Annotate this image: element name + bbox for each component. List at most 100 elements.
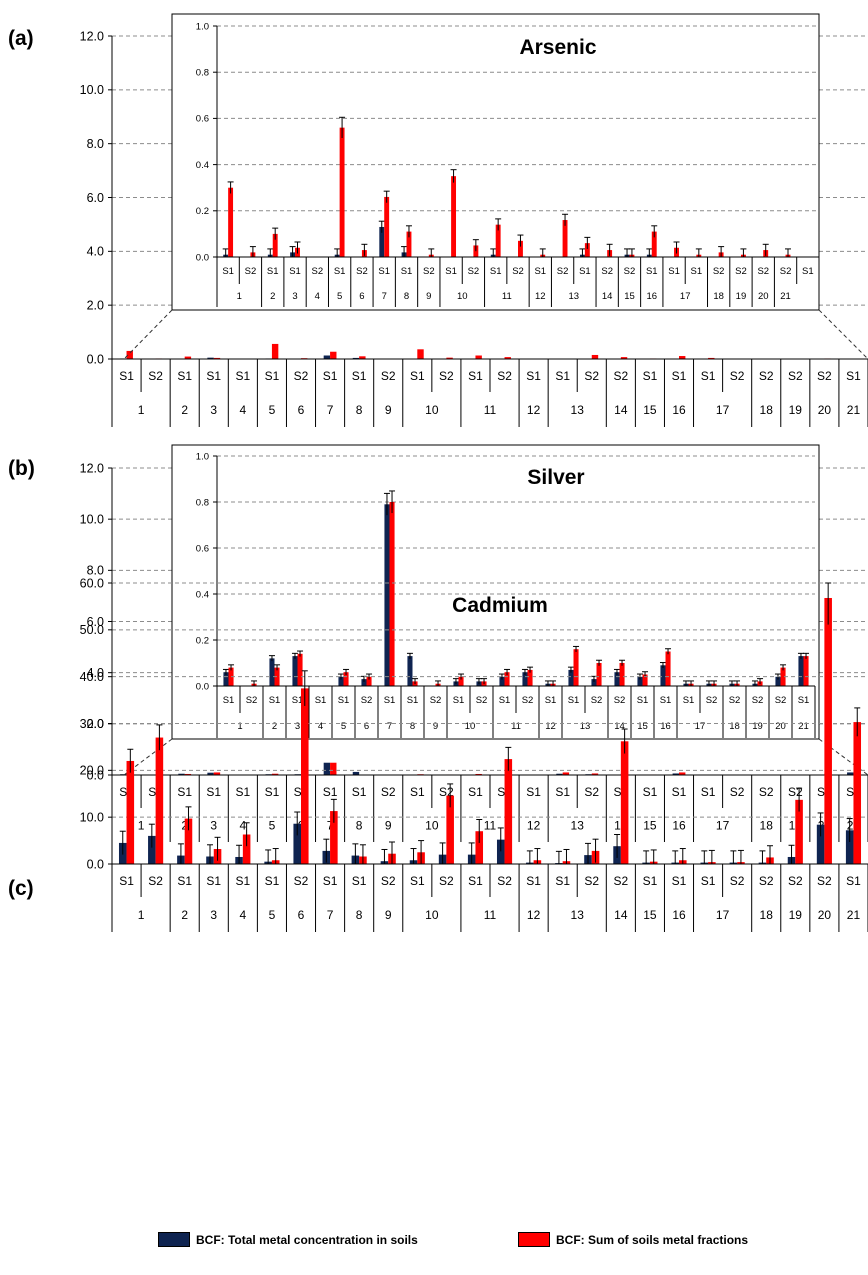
bar-fractions [562,220,568,257]
bar-fractions [330,351,337,359]
group-label: 3 [295,721,300,732]
group-label: 4 [315,291,320,302]
group-label: 12 [527,908,541,922]
group-label: 21 [847,908,861,922]
group-label: 10 [425,819,439,833]
category-label: S2 [512,266,524,277]
y-tick-label: 4.0 [87,666,104,680]
bar-fractions [651,231,657,257]
bar-fractions [184,773,192,775]
bar-fractions [591,354,599,359]
group-label: 9 [426,291,431,302]
category-label: S1 [315,695,327,706]
group-label: 16 [672,403,686,417]
bar-total [293,823,301,864]
group-label: 3 [210,819,217,833]
bar-total [323,355,331,359]
group-label: 13 [568,291,579,302]
category-label: S2 [788,369,803,383]
category-label: S1 [568,695,580,706]
y-tick-label: 10.0 [80,811,104,825]
group-label: 12 [527,819,541,833]
category-label: S1 [701,785,716,799]
category-label: S1 [545,695,557,706]
bar-fractions [527,669,533,686]
bar-fractions [271,343,279,359]
zoom-connector [123,309,173,360]
y-tick-label: 2.0 [87,299,104,313]
group-label: 15 [643,403,657,417]
bar-fractions [184,356,192,359]
group-label: 7 [382,291,387,302]
bar-fractions [795,799,803,864]
bar-fractions [475,773,482,775]
bar-total [207,357,214,359]
y-tick-label: 50.0 [80,623,104,637]
category-label: S1 [643,785,658,799]
bar-fractions [301,688,309,864]
category-label: S1 [468,874,483,888]
group-label: 12 [535,291,546,302]
group-label: 8 [404,291,409,302]
bar-fractions [665,651,671,686]
category-label: S2 [757,266,769,277]
y-tick-label: 20.0 [80,764,104,778]
y-tick-label: 0.6 [196,543,209,554]
y-tick-label: 1.0 [196,21,209,32]
group-label: 18 [760,819,774,833]
bar-total [816,824,825,864]
bar-fractions [679,356,686,359]
group-label: 4 [240,908,247,922]
category-label: S1 [323,874,338,888]
category-label: S1 [236,874,251,888]
category-label: S2 [584,369,599,383]
category-label: S1 [378,266,390,277]
group-label: 8 [410,721,415,732]
category-label: S2 [817,369,832,383]
group-label: 13 [571,908,585,922]
group-label: 13 [571,403,585,417]
category-label: S1 [269,695,281,706]
bar-fractions [359,356,366,359]
category-label: S2 [497,369,512,383]
category-label: S2 [775,695,787,706]
category-label: S2 [614,874,629,888]
bar-fractions [518,240,523,257]
y-tick-label: 10.0 [80,83,104,97]
y-tick-label: 8.0 [87,564,104,578]
group-label: 15 [643,819,657,833]
bar-fractions [446,795,454,864]
category-label: S1 [445,266,457,277]
y-tick-label: 12.0 [80,461,104,475]
category-label: S2 [614,695,626,706]
y-tick-label: 6.0 [87,191,104,205]
bar-fractions [458,676,464,686]
category-label: S2 [584,785,599,799]
category-label: S2 [788,874,803,888]
bar-fractions [126,350,133,359]
category-label: S1 [534,266,546,277]
bar-fractions [366,676,372,686]
group-label: 17 [716,403,730,417]
bar-fractions [620,357,628,359]
category-label: S1 [526,874,541,888]
bar-total [379,226,385,257]
zoom-connector [818,309,868,360]
group-label: 1 [237,721,242,732]
group-label: 14 [614,403,628,417]
bar-total [223,672,229,686]
category-label: S1 [672,874,687,888]
group-label: 11 [484,908,497,922]
bar-fractions [584,243,590,257]
bar-fractions [228,187,234,257]
y-tick-label: 6.0 [87,615,104,629]
bar-fractions [330,762,337,775]
category-label: S1 [410,874,425,888]
category-label: S1 [352,785,367,799]
bar-fractions [708,357,715,359]
bar-total [269,658,275,686]
category-label: S2 [468,266,480,277]
bar-fractions [451,176,457,257]
group-label: 1 [138,819,145,833]
bar-total [522,672,528,686]
